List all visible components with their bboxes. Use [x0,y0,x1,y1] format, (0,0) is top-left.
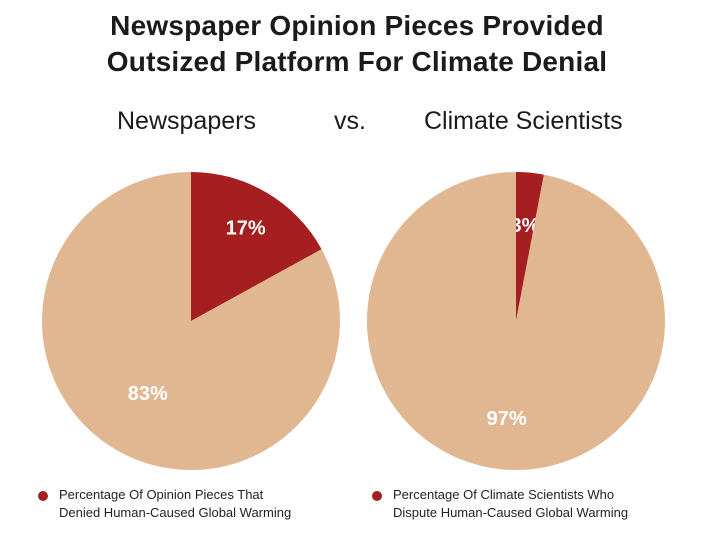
legend-scientists-line-1: Percentage Of Climate Scientists Who [393,487,615,502]
pie-slice-label-0-0: 17% [226,218,266,240]
legend-text: Percentage Of Opinion Pieces That Denied… [59,486,291,522]
pie-slice-0-0 [191,172,322,321]
pie-slice-1-1 [366,172,665,470]
pie-slice-label-1-1: 97% [487,408,527,430]
legend-newspapers: Percentage Of Opinion Pieces That Denied… [38,486,291,522]
subtitle-vs: vs. [334,107,366,135]
legend-marker-icon [38,491,48,501]
subtitle-newspapers: Newspapers [117,107,256,135]
pie-slice-label-0-1: 83% [128,383,168,405]
subtitle-climate-scientists: Climate Scientists [424,107,623,135]
pie-slice-1-0 [516,172,544,321]
pie-chart-newspapers: 17% 83% [41,172,340,471]
legend-climate-scientists: Percentage Of Climate Scientists Who Dis… [372,486,628,522]
pie-chart-climate-scientists: 3% 97% [366,172,665,470]
chart-title-line-2: Outsized Platform For Climate Denial [106,46,608,77]
legend-newspapers-line-1: Percentage Of Opinion Pieces That [59,487,264,502]
pie-slice-0-1 [41,172,340,471]
pie-slice-label-1-0: 3% [511,215,540,237]
legend-text: Percentage Of Climate Scientists Who Dis… [393,486,628,522]
chart-title-line-1: Newspaper Opinion Pieces Provided [110,10,604,41]
chart-title: Newspaper Opinion Pieces Provided Outsiz… [0,8,714,80]
legend-scientists-line-2: Dispute Human-Caused Global Warming [393,505,629,520]
legend-marker-icon [372,491,382,501]
legend-newspapers-line-2: Denied Human-Caused Global Warming [59,505,292,520]
